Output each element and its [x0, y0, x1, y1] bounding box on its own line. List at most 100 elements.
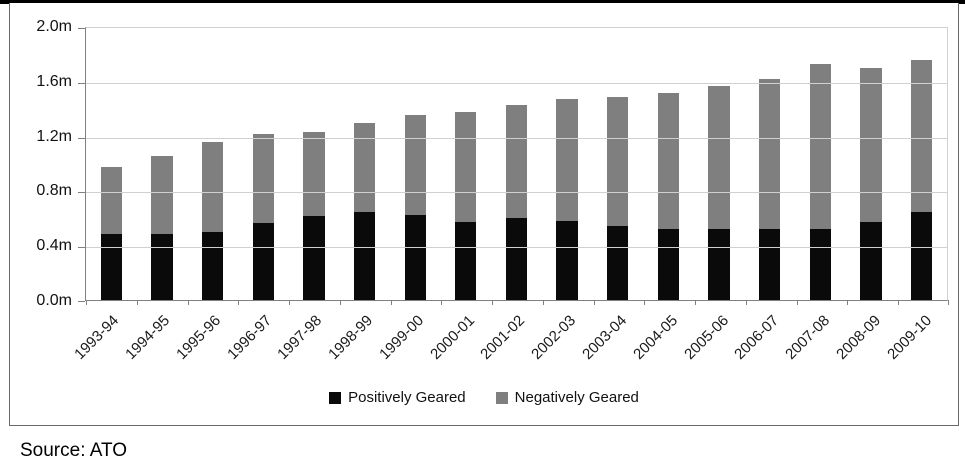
x-axis-label: 2007-08	[782, 312, 834, 363]
x-axis-tick	[898, 300, 900, 305]
legend-swatch-icon	[495, 391, 508, 404]
x-axis-label: 2003-04	[579, 312, 631, 363]
bar-segment-negatively-geared	[303, 131, 325, 217]
legend-label: Negatively Geared	[514, 389, 639, 406]
bar-group	[896, 28, 947, 300]
y-axis-label: 1.6m	[36, 72, 72, 90]
bar-stack	[505, 105, 528, 300]
bar-stack	[556, 98, 578, 300]
bar-stack	[657, 93, 679, 300]
y-axis-tick	[78, 301, 85, 302]
bar-segment-positively-geared	[657, 228, 679, 300]
y-axis-label: 0.0m	[36, 292, 72, 309]
bar-segment-positively-geared	[252, 223, 274, 300]
bar-segment-positively-geared	[809, 228, 831, 300]
bar-group	[238, 28, 289, 300]
bar-segment-positively-geared	[353, 212, 376, 300]
bar-stack	[910, 60, 933, 300]
bar-segment-positively-geared	[607, 226, 629, 300]
bar-segment-negatively-geared	[910, 60, 933, 213]
y-axis-tick	[78, 247, 85, 249]
y-axis-label: 0.4m	[36, 237, 72, 255]
x-axis-tick	[796, 300, 798, 305]
bar-stack	[809, 64, 831, 300]
bar-group	[592, 28, 643, 300]
x-axis-tick	[948, 300, 949, 305]
x-axis-label: 2002-03	[528, 312, 580, 363]
bar-group	[542, 28, 593, 300]
bar-segment-negatively-geared	[252, 134, 274, 224]
x-axis-label: 1999-00	[376, 312, 428, 363]
x-axis-label: 2001-02	[477, 312, 529, 363]
bar-segment-negatively-geared	[404, 115, 426, 216]
legend-swatch-icon	[329, 391, 342, 404]
bar-segment-negatively-geared	[759, 79, 781, 229]
bar-group	[390, 28, 441, 300]
bar-segment-positively-geared	[151, 234, 173, 300]
bar-stack	[404, 115, 426, 300]
x-axis-labels: 1993-94 1994-95 1995-96 1996-97 1997-98 1998-…	[71, 307, 948, 385]
x-axis-label: 2005-06	[680, 312, 732, 363]
gridline	[86, 192, 947, 194]
x-axis-tick	[238, 300, 240, 305]
x-axis-label: 2006-07	[731, 312, 783, 363]
bar-segment-negatively-geared	[455, 112, 477, 222]
bar-group	[694, 28, 745, 300]
x-axis-label: 1996-97	[223, 312, 275, 363]
bar-group	[643, 28, 694, 300]
bar-group	[491, 28, 542, 300]
x-axis-tick	[86, 300, 87, 305]
x-axis-tick	[339, 300, 341, 305]
bar-series	[86, 28, 947, 300]
bar-stack	[607, 97, 629, 300]
x-axis-tick	[136, 300, 138, 305]
bar-segment-positively-geared	[201, 231, 224, 300]
bar-stack	[455, 112, 477, 300]
bar-segment-positively-geared	[100, 234, 122, 300]
bar-segment-positively-geared	[404, 215, 426, 300]
legend-item-positively-geared: Positively Geared	[329, 389, 466, 406]
bar-stack	[201, 142, 224, 300]
legend-item-negatively-geared: Negatively Geared	[495, 389, 639, 406]
x-axis-label: 2004-05	[629, 312, 681, 363]
y-axis-label: 2.0m	[36, 18, 72, 35]
bar-stack	[353, 123, 376, 300]
bar-group	[289, 28, 340, 300]
legend-label: Positively Geared	[348, 389, 466, 406]
x-axis-tick	[390, 300, 392, 305]
bar-segment-negatively-geared	[607, 97, 629, 227]
x-axis-label: 2008-09	[832, 312, 884, 363]
gridline	[86, 137, 947, 139]
bar-segment-positively-geared	[303, 216, 325, 300]
x-axis-tick	[745, 300, 747, 305]
x-axis-label: 2009-10	[883, 312, 935, 363]
bar-group	[86, 28, 137, 300]
gridline	[86, 82, 947, 84]
bar-stack	[303, 131, 325, 300]
y-axis-label: 0.8m	[36, 182, 72, 200]
x-axis-tick	[492, 300, 494, 305]
bar-segment-positively-geared	[910, 212, 933, 300]
plot-area	[78, 27, 949, 305]
bar-segment-negatively-geared	[809, 64, 831, 229]
bar-segment-negatively-geared	[860, 68, 882, 222]
x-axis-label: 1994-95	[122, 312, 174, 363]
x-axis-tick	[847, 300, 849, 305]
bar-stack	[759, 79, 781, 300]
x-axis-tick	[289, 300, 291, 305]
x-axis-label: 1997-98	[274, 312, 326, 363]
bar-group	[744, 28, 795, 300]
x-axis-label: 1998-99	[325, 312, 377, 363]
x-axis-tick	[593, 300, 595, 305]
bar-segment-negatively-geared	[100, 167, 122, 235]
x-axis-tick	[695, 300, 697, 305]
bar-segment-positively-geared	[505, 217, 528, 300]
x-axis-tick	[644, 300, 646, 305]
figure-top-border	[0, 0, 965, 4]
y-axis-tick	[78, 192, 85, 194]
bar-stack	[252, 134, 274, 300]
bar-segment-negatively-geared	[556, 98, 578, 221]
bar-segment-positively-geared	[708, 228, 730, 300]
y-axis-tick	[78, 137, 85, 139]
bar-segment-negatively-geared	[505, 105, 528, 218]
